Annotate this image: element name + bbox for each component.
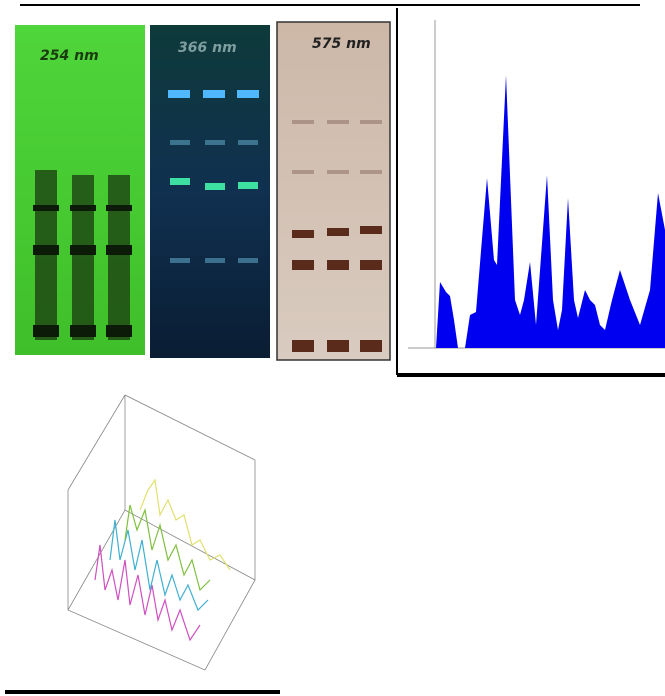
plate-background bbox=[277, 22, 390, 360]
plate-575: 575 nm bbox=[277, 22, 390, 360]
plate-label: 254 nm bbox=[40, 48, 99, 64]
figure-canvas: 254 nm 366 nm 575 nm bbox=[0, 0, 665, 696]
plate-label: 575 nm bbox=[312, 36, 371, 52]
figure: 254 nm 366 nm 575 nm bbox=[0, 0, 665, 696]
densitogram bbox=[397, 8, 665, 375]
plate-366: 366 nm bbox=[150, 25, 270, 358]
plot-3d bbox=[5, 375, 280, 692]
plate-background bbox=[150, 25, 270, 358]
bands bbox=[168, 90, 259, 98]
plate-254: 254 nm bbox=[15, 25, 145, 355]
plate-label: 366 nm bbox=[178, 40, 237, 56]
panel bbox=[5, 375, 280, 692]
